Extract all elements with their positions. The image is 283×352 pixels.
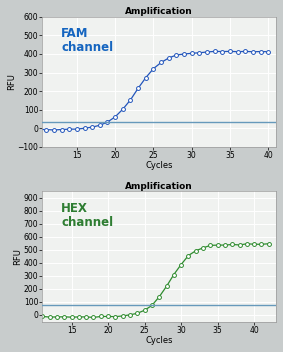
Y-axis label: RFU: RFU <box>7 73 16 90</box>
Text: HEX
channel: HEX channel <box>61 202 113 229</box>
X-axis label: Cycles: Cycles <box>145 162 173 170</box>
X-axis label: Cycles: Cycles <box>145 336 173 345</box>
Text: FAM
channel: FAM channel <box>61 27 113 54</box>
Title: Amplification: Amplification <box>125 7 193 16</box>
Title: Amplification: Amplification <box>125 182 193 190</box>
Y-axis label: RFU: RFU <box>13 248 22 265</box>
